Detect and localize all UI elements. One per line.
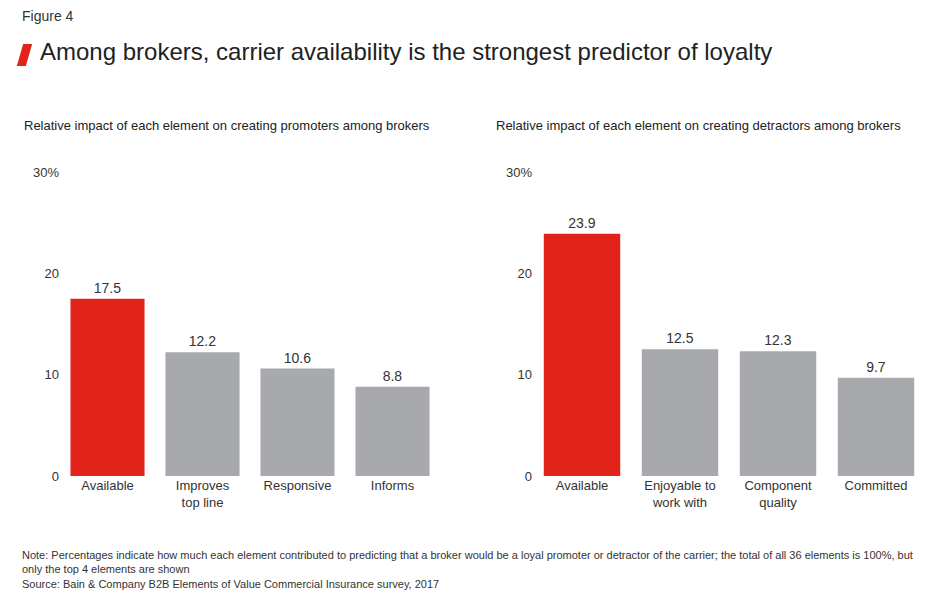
svg-text:23.9: 23.9: [568, 215, 595, 231]
svg-text:Enjoyable towork with: Enjoyable towork with: [644, 478, 716, 510]
svg-text:0: 0: [52, 469, 59, 484]
svg-text:17.5: 17.5: [94, 280, 121, 296]
svg-text:0: 0: [525, 469, 532, 484]
svg-text:12.2: 12.2: [189, 333, 216, 349]
svg-text:10.6: 10.6: [284, 350, 311, 366]
html-text:Note: Percentages indicate how: Note: Percentages indicate how much each…: [22, 549, 913, 575]
html-text:Among brokers, carrier availab: Among brokers, carrier availability is t…: [40, 38, 773, 65]
svg-text:Committed: Committed: [845, 478, 908, 493]
html-text:Source: Bain & Company B2B Ele: Source: Bain & Company B2B Elements of V…: [22, 578, 440, 590]
svg-text:12.5: 12.5: [666, 330, 693, 346]
svg-text:30%: 30%: [506, 165, 532, 180]
svg-text:8.8: 8.8: [383, 368, 403, 384]
svg-text:20: 20: [518, 266, 532, 281]
svg-text:9.7: 9.7: [866, 359, 886, 375]
svg-text:10: 10: [45, 367, 59, 382]
svg-text:Improvestop line: Improvestop line: [176, 478, 230, 510]
svg-text:Relative impact of each elemen: Relative impact of each element on creat…: [496, 118, 901, 133]
html-text:Figure 4: Figure 4: [22, 8, 74, 24]
svg-text:Componentquality: Componentquality: [744, 478, 812, 510]
svg-text:Available: Available: [81, 478, 134, 493]
svg-text:20: 20: [45, 266, 59, 281]
svg-text:10: 10: [518, 367, 532, 382]
svg-text:Responsive: Responsive: [264, 478, 332, 493]
svg-text:Informs: Informs: [371, 478, 415, 493]
svg-text:Available: Available: [556, 478, 609, 493]
svg-text:30%: 30%: [33, 165, 59, 180]
svg-text:12.3: 12.3: [764, 332, 791, 348]
svg-text:Relative impact of each elemen: Relative impact of each element on creat…: [24, 118, 430, 133]
